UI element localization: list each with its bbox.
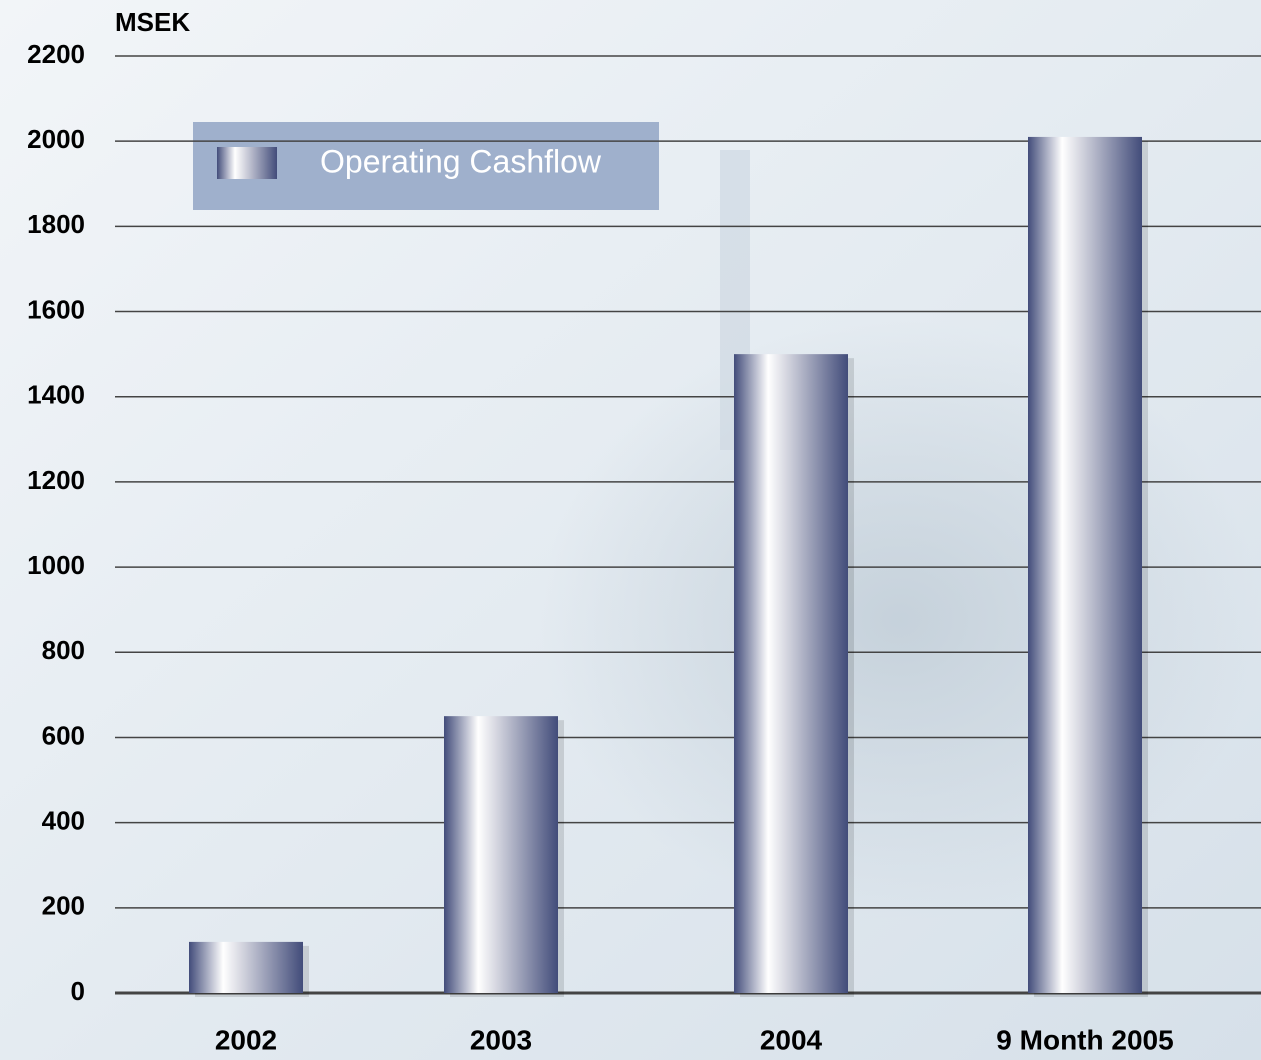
y-tick-label: 1200 <box>27 465 85 495</box>
y-tick-label: 1800 <box>27 209 85 239</box>
y-tick-label: 1600 <box>27 294 85 324</box>
background-photo <box>540 320 1260 920</box>
x-tick-label: 2004 <box>760 1024 823 1055</box>
y-tick-label: 0 <box>71 976 85 1006</box>
x-tick-label: 2003 <box>470 1024 532 1055</box>
y-tick-label: 200 <box>42 891 85 921</box>
x-tick-label: 2002 <box>215 1024 277 1055</box>
y-tick-label: 1400 <box>27 380 85 410</box>
legend-swatch <box>217 147 277 179</box>
x-tick-label: 9 Month 2005 <box>996 1024 1173 1055</box>
bar <box>1028 136 1142 993</box>
y-tick-label: 400 <box>42 806 85 836</box>
y-tick-label: 800 <box>42 635 85 665</box>
y-tick-label: 2200 <box>27 39 85 69</box>
y-tick-label: 600 <box>42 720 85 750</box>
bar <box>189 941 303 993</box>
y-axis-label: MSEK <box>115 7 190 37</box>
bar <box>444 716 558 993</box>
y-tick-label: 2000 <box>27 124 85 154</box>
legend-label: Operating Cashflow <box>320 143 602 179</box>
bar <box>734 354 848 993</box>
y-tick-label: 1000 <box>27 550 85 580</box>
